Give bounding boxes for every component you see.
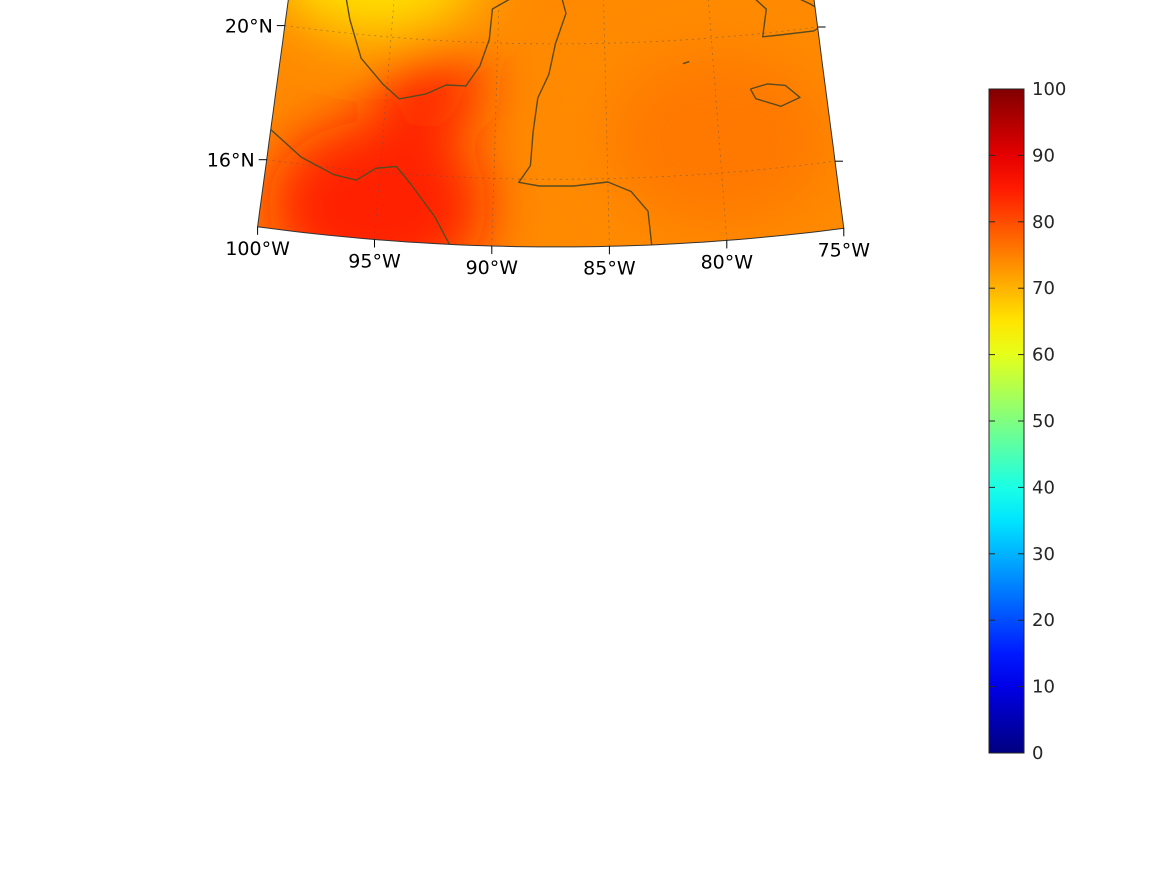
colorbar-label-1: 10 bbox=[1032, 677, 1055, 698]
colorbar-label-2: 20 bbox=[1032, 610, 1055, 631]
coastline-pacific-coast bbox=[270, 128, 451, 245]
x-tick-label-4: 80°W bbox=[701, 251, 754, 273]
y-tick-label-4: 16°N bbox=[207, 150, 255, 172]
graticule bbox=[257, 0, 844, 247]
coastline-cayman bbox=[682, 60, 690, 65]
colorbar-label-3: 30 bbox=[1032, 544, 1055, 565]
parallel-3 bbox=[284, 25, 818, 45]
colorbar: 0 10 20 30 40 50 60 70 80 90 100 bbox=[988, 79, 1066, 764]
colorbar-label-7: 70 bbox=[1032, 278, 1055, 299]
colorbar-label-9: 90 bbox=[1032, 145, 1055, 166]
x-tick-label-1: 95°W bbox=[348, 251, 401, 273]
coastline-hispaniola bbox=[828, 18, 844, 81]
colorbar-label-6: 60 bbox=[1032, 345, 1055, 366]
colorbar-label-8: 80 bbox=[1032, 212, 1055, 233]
colorbar-label-5: 50 bbox=[1032, 411, 1055, 432]
latitude-ticks: 32°N28°N24°N20°N16°N bbox=[207, 16, 843, 172]
longitude-ticks: 100°W 95°W 90°W 85°W 80°W 75°W bbox=[225, 226, 871, 279]
coastline-mexico-coast bbox=[311, 0, 653, 245]
coastline-jamaica bbox=[749, 83, 801, 107]
x-tick-label-3: 85°W bbox=[583, 257, 636, 279]
field-feature-7 bbox=[609, 54, 830, 225]
colorbar-ticks: 0 10 20 30 40 50 60 70 80 90 100 bbox=[989, 79, 1066, 764]
colorbar-label-0: 0 bbox=[1032, 743, 1043, 764]
x-tick-label-0: 100°W bbox=[225, 238, 290, 260]
y-tick-label-3: 20°N bbox=[225, 16, 273, 38]
parallel-4 bbox=[266, 159, 836, 180]
x-tick-label-2: 90°W bbox=[466, 257, 519, 279]
x-tick-label-5: 75°W bbox=[818, 239, 871, 261]
heatmap-field bbox=[257, 0, 844, 247]
colorbar-label-4: 40 bbox=[1032, 477, 1055, 498]
field-feature-5 bbox=[267, 120, 488, 247]
field-feature-4 bbox=[375, 45, 486, 136]
colorbar-label-10: 100 bbox=[1032, 79, 1066, 100]
